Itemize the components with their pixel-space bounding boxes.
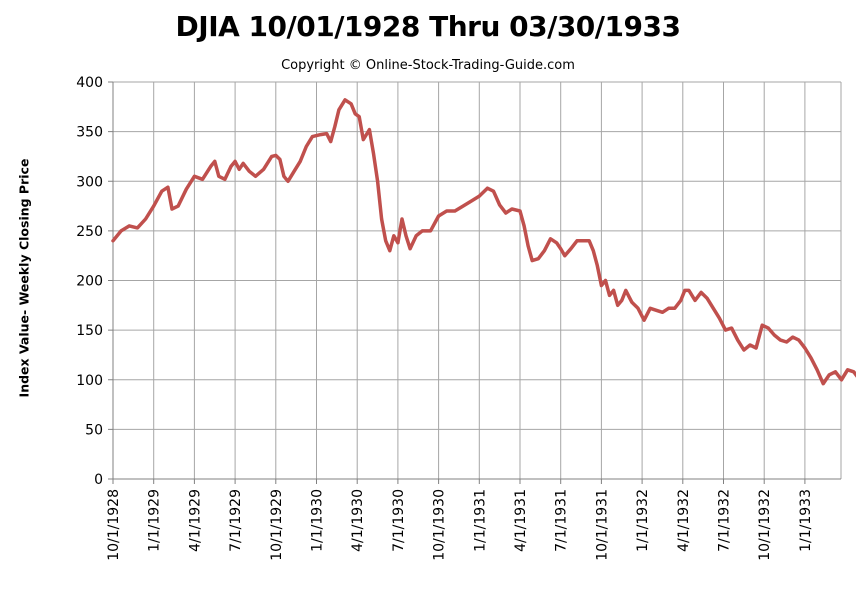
x-tick-label: 1/1/1932 bbox=[635, 489, 651, 552]
x-tick-label: 4/1/1932 bbox=[676, 489, 692, 552]
y-tick-label: 100 bbox=[76, 373, 103, 389]
y-tick-label: 300 bbox=[76, 174, 103, 190]
x-tick-label: 4/1/1931 bbox=[513, 489, 529, 552]
x-tick-label: 7/1/1930 bbox=[391, 489, 407, 552]
chart-title: DJIA 10/01/1928 Thru 03/30/1933 bbox=[175, 10, 681, 43]
x-tick-label: 1/1/1929 bbox=[147, 489, 163, 552]
x-tick-label: 7/1/1931 bbox=[554, 489, 570, 552]
gridlines bbox=[112, 81, 842, 480]
x-tick-label: 1/1/1930 bbox=[310, 489, 326, 552]
x-tick-label: 4/1/1929 bbox=[187, 489, 203, 552]
x-tick-label: 7/1/1929 bbox=[228, 489, 244, 552]
y-tick-label: 350 bbox=[76, 125, 103, 141]
x-tick-label: 4/1/1930 bbox=[350, 489, 366, 552]
series-group bbox=[111, 98, 856, 386]
y-tick-label: 250 bbox=[76, 224, 103, 240]
axes bbox=[108, 81, 841, 484]
y-tick-label: 400 bbox=[76, 75, 103, 91]
series-line bbox=[111, 98, 856, 386]
x-tick-label: 1/1/1931 bbox=[472, 489, 488, 552]
x-tick-label: 10/1/1930 bbox=[432, 489, 448, 561]
x-tick-label: 10/1/1932 bbox=[757, 489, 773, 561]
x-tick-label: 7/1/1932 bbox=[717, 489, 733, 552]
y-tick-label: 0 bbox=[94, 472, 103, 488]
y-tick-label: 200 bbox=[76, 274, 103, 290]
y-tick-labels: 0 50 100 150 200 250 300 350 400 bbox=[76, 75, 103, 488]
x-tick-label: 10/1/1929 bbox=[269, 489, 285, 561]
y-tick-label: 50 bbox=[85, 422, 103, 438]
x-tick-labels: 10/1/1928 1/1/1929 4/1/1929 7/1/1929 10/1/19… bbox=[106, 489, 814, 561]
y-tick-label: 150 bbox=[76, 323, 103, 339]
x-tick-label: 1/1/1933 bbox=[798, 489, 814, 552]
x-tick-label: 10/1/1928 bbox=[106, 489, 122, 561]
chart-subtitle: Copyright © Online-Stock-Trading-Guide.c… bbox=[281, 58, 575, 73]
x-tick-label: 10/1/1931 bbox=[594, 489, 610, 561]
